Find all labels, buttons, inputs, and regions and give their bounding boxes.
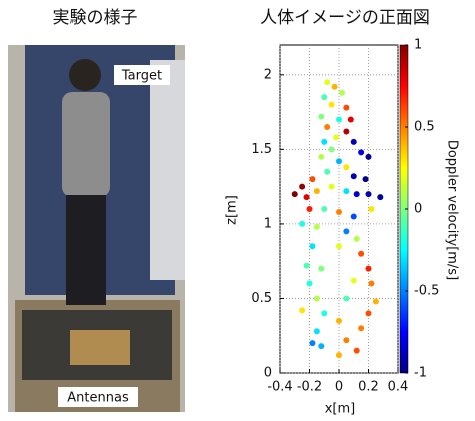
point — [343, 188, 350, 195]
photo-label: Antennas — [67, 391, 129, 406]
point — [336, 317, 342, 324]
point — [350, 277, 357, 284]
point — [362, 176, 369, 183]
point — [336, 208, 342, 215]
point — [365, 265, 372, 272]
point — [333, 134, 340, 141]
point — [331, 83, 338, 90]
point — [318, 113, 325, 120]
point — [343, 164, 350, 171]
point — [328, 183, 335, 190]
y-tick-label: 1 — [264, 216, 272, 231]
point — [324, 124, 331, 130]
point — [372, 298, 379, 305]
photo: Target Antennas — [8, 45, 185, 412]
point — [343, 295, 350, 302]
legs — [66, 195, 106, 305]
point — [377, 194, 384, 201]
point — [324, 168, 331, 175]
colorbar-tick-label: -1 — [414, 366, 427, 381]
point — [328, 101, 335, 108]
point — [358, 250, 365, 257]
antennas — [70, 330, 130, 365]
point — [324, 79, 331, 86]
point — [321, 138, 328, 145]
point — [338, 89, 345, 96]
colorbar-tick-label: 1 — [414, 38, 422, 53]
point — [306, 280, 313, 287]
point — [353, 347, 360, 354]
x-tick-label: -0.2 — [297, 380, 322, 395]
point — [368, 280, 375, 287]
point — [303, 194, 310, 201]
photo-title: 実験の様子 — [53, 8, 138, 28]
y-tick-label: 0.5 — [251, 291, 272, 306]
point — [318, 265, 325, 272]
head — [69, 59, 101, 91]
point — [318, 343, 325, 350]
photo-label: Target — [121, 69, 162, 84]
point — [336, 116, 342, 123]
point — [343, 128, 350, 135]
point — [350, 213, 357, 220]
point — [309, 176, 316, 183]
x-axis-label: x[m] — [325, 402, 356, 417]
colorbar-label: Doppler velocity[m/s] — [445, 140, 460, 280]
point — [336, 158, 342, 165]
point — [313, 328, 320, 335]
torso — [62, 92, 110, 197]
point — [365, 153, 372, 160]
point — [321, 94, 328, 101]
point — [358, 149, 365, 156]
x-tick-label: -0.4 — [267, 380, 292, 395]
x-tick-label: 0.4 — [388, 380, 409, 395]
point — [353, 235, 360, 242]
y-tick-label: 0 — [264, 366, 272, 381]
point — [336, 352, 342, 359]
chart-title: 人体イメージの正面図 — [260, 8, 430, 28]
point — [313, 223, 320, 230]
point — [336, 243, 342, 250]
point — [313, 188, 320, 195]
point — [365, 310, 372, 317]
point — [350, 138, 357, 145]
point — [309, 340, 316, 347]
label-box — [58, 387, 138, 407]
point — [321, 310, 328, 317]
colorbar-tick-label: 0.5 — [414, 120, 435, 135]
point — [328, 146, 335, 153]
point — [343, 337, 350, 344]
y-axis-label: z[m] — [225, 195, 240, 225]
y-tick-label: 1.5 — [251, 142, 272, 157]
point — [343, 104, 350, 111]
colorbar-tick-label: 0 — [414, 202, 422, 217]
point — [299, 307, 306, 314]
colorbar-tick-label: -0.5 — [414, 284, 439, 299]
point — [299, 220, 306, 227]
point — [291, 191, 298, 198]
point — [347, 116, 354, 123]
point — [306, 206, 313, 212]
label-box — [114, 65, 170, 85]
point — [309, 243, 316, 250]
point — [365, 191, 372, 198]
point — [321, 206, 328, 212]
point — [350, 173, 357, 180]
point — [299, 183, 306, 190]
point — [358, 325, 365, 332]
point — [368, 206, 375, 212]
point — [313, 295, 320, 302]
point — [343, 228, 350, 235]
curtain — [150, 60, 185, 280]
point — [318, 153, 325, 160]
x-tick-label: 0 — [335, 380, 343, 395]
y-tick-label: 2 — [264, 67, 272, 82]
point — [353, 191, 360, 198]
point — [303, 262, 310, 269]
x-tick-label: 0.2 — [358, 380, 379, 395]
